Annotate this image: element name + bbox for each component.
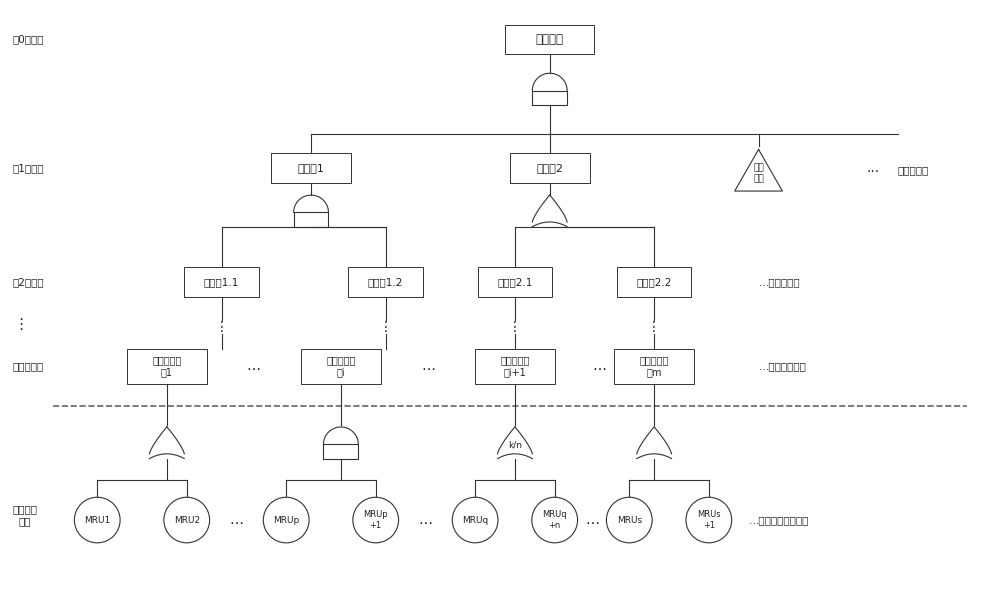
Text: MRUq
+n: MRUq +n (542, 510, 567, 530)
Text: 转移
符号: 转移 符号 (753, 163, 764, 183)
Circle shape (532, 497, 578, 543)
Text: …: … (418, 513, 432, 527)
Text: 最底层子功
能m: 最底层子功 能m (639, 356, 669, 377)
Text: …: … (229, 513, 243, 527)
FancyBboxPatch shape (127, 349, 207, 384)
Text: MRUq: MRUq (462, 515, 488, 524)
Text: MRUp
+1: MRUp +1 (363, 510, 388, 530)
Text: MRUp: MRUp (273, 515, 299, 524)
Circle shape (353, 497, 399, 543)
Text: 子功能2.2: 子功能2.2 (636, 277, 672, 287)
Circle shape (263, 497, 309, 543)
Text: ⋮: ⋮ (508, 320, 522, 334)
Text: 子功能2: 子功能2 (536, 163, 563, 173)
Text: ⋮: ⋮ (13, 317, 28, 332)
Text: MRU2: MRU2 (174, 515, 200, 524)
Polygon shape (294, 195, 328, 212)
Text: …: … (592, 359, 606, 373)
Polygon shape (532, 195, 567, 226)
Circle shape (606, 497, 652, 543)
FancyBboxPatch shape (348, 267, 423, 297)
Polygon shape (498, 427, 532, 458)
Text: 最底层功能: 最底层功能 (13, 362, 44, 371)
FancyBboxPatch shape (614, 349, 694, 384)
Text: 子功能1: 子功能1 (298, 163, 324, 173)
Text: 第1层功能: 第1层功能 (13, 163, 44, 173)
Text: 最底层子功
能i+1: 最底层子功 能i+1 (500, 356, 530, 377)
Text: …更多最小重构单元: …更多最小重构单元 (749, 515, 809, 525)
Text: MRUs
+1: MRUs +1 (697, 510, 721, 530)
FancyBboxPatch shape (301, 349, 381, 384)
FancyBboxPatch shape (184, 267, 259, 297)
Text: …更多底层功能: …更多底层功能 (759, 362, 806, 371)
Circle shape (164, 497, 210, 543)
Text: …更多子功能: …更多子功能 (759, 277, 800, 287)
Text: 第0层功能: 第0层功能 (13, 34, 44, 45)
Text: ⋮: ⋮ (647, 320, 661, 334)
Polygon shape (323, 427, 358, 444)
Polygon shape (149, 427, 184, 458)
Circle shape (74, 497, 120, 543)
Circle shape (686, 497, 732, 543)
Circle shape (452, 497, 498, 543)
Polygon shape (532, 73, 567, 91)
FancyBboxPatch shape (505, 24, 594, 54)
Text: 子功能1.2: 子功能1.2 (368, 277, 403, 287)
FancyBboxPatch shape (478, 267, 552, 297)
Polygon shape (323, 444, 358, 458)
Text: 第2层功能: 第2层功能 (13, 277, 44, 287)
Text: 子功能2.1: 子功能2.1 (497, 277, 533, 287)
Text: MRU1: MRU1 (84, 515, 110, 524)
Polygon shape (637, 427, 672, 458)
Text: 子功能1.1: 子功能1.1 (204, 277, 239, 287)
Text: 最小重构
单元: 最小重构 单元 (13, 504, 38, 526)
Text: 更多子功能: 更多子功能 (898, 165, 929, 175)
Text: …: … (247, 359, 261, 373)
Text: …: … (585, 513, 599, 527)
Text: k/n: k/n (508, 440, 522, 449)
Text: …: … (421, 359, 435, 373)
FancyBboxPatch shape (617, 267, 691, 297)
Text: 树顶功能: 树顶功能 (536, 33, 564, 46)
Text: 最底层子功
能i: 最底层子功 能i (326, 356, 356, 377)
Text: ⋮: ⋮ (379, 320, 393, 334)
FancyBboxPatch shape (271, 154, 351, 183)
Polygon shape (532, 91, 567, 105)
Text: ...: ... (866, 161, 879, 175)
Text: 最底层子功
能1: 最底层子功 能1 (152, 356, 182, 377)
FancyBboxPatch shape (510, 154, 590, 183)
Polygon shape (735, 149, 782, 191)
FancyBboxPatch shape (475, 349, 555, 384)
Text: MRUs: MRUs (617, 515, 642, 524)
Polygon shape (294, 212, 328, 226)
Text: ⋮: ⋮ (215, 320, 228, 334)
